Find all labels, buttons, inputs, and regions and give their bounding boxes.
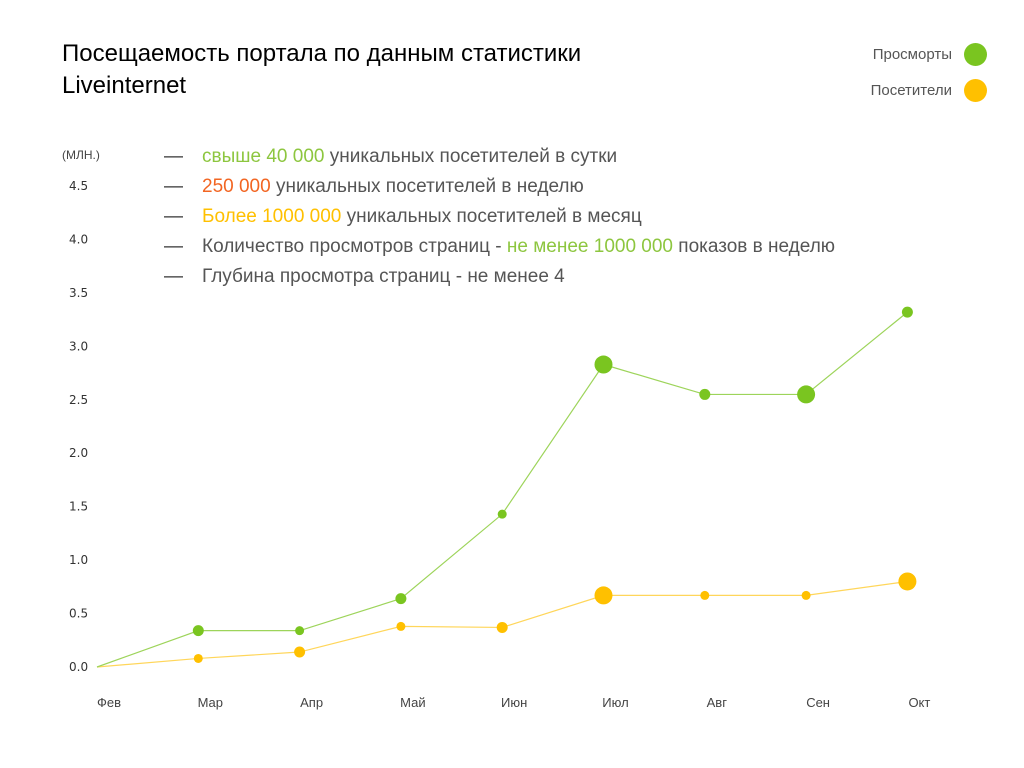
bullet-dash: — [164, 176, 183, 197]
y-tick-label: 2.5 [69, 393, 88, 407]
page-title: Посещаемость портала по данным статистик… [62, 40, 582, 99]
y-tick-label: 0.0 [69, 660, 88, 674]
data-point-1 [700, 590, 710, 600]
series-line-0 [96, 311, 908, 668]
bullet-text: уникальных посетителей в сутки [324, 146, 618, 167]
data-point-1 [396, 621, 406, 631]
chart-legend: Просморты Посетители [860, 43, 1010, 116]
legend-label-views: Просморты [872, 46, 952, 63]
y-axis-unit-label: (МЛН.) [62, 148, 100, 162]
data-point-1 [294, 646, 306, 658]
data-point-1 [193, 653, 203, 663]
legend-dot-visitors [964, 79, 987, 102]
data-point-1 [801, 590, 811, 600]
legend-item-visitors: Посетители [860, 79, 1010, 102]
data-point-0 [699, 388, 711, 400]
stats-bullet-item: — Глубина просмотра страниц - не менее 4 [164, 264, 854, 290]
legend-label-visitors: Посетители [870, 82, 952, 99]
data-point-1 [898, 572, 917, 591]
x-tick-label: Июн [501, 695, 527, 710]
bullet-dash: — [164, 236, 183, 257]
bullet-text: Более 1000 000 [202, 206, 342, 227]
y-tick-label: 3.5 [69, 286, 88, 300]
data-point-1 [594, 586, 613, 605]
stats-bullet-item: — Количество просмотров страниц - не мене… [164, 234, 854, 260]
bullet-text: Глубина просмотра страниц - не менее 4 [202, 266, 565, 287]
bullet-text: свыше 40 000 [202, 146, 325, 167]
y-tick-label: 2.0 [69, 446, 88, 460]
data-point-0 [797, 385, 816, 404]
data-point-0 [901, 306, 913, 318]
x-tick-label: Авг [707, 695, 728, 710]
y-tick-label: 4.0 [69, 232, 88, 246]
y-tick-label: 3.0 [69, 339, 88, 353]
legend-dot-views [964, 43, 987, 66]
x-tick-label: Фев [97, 695, 121, 710]
legend-item-views: Просморты [860, 43, 1010, 66]
x-tick-label: Сен [806, 695, 830, 710]
x-tick-label: Апр [300, 695, 323, 710]
bullet-dash: — [164, 206, 183, 227]
y-tick-label: 1.0 [69, 553, 88, 567]
y-tick-label: 1.5 [69, 500, 88, 514]
x-tick-label: Июл [602, 695, 628, 710]
data-point-0 [395, 593, 407, 605]
x-tick-label: Мар [198, 695, 223, 710]
y-tick-label: 4.5 [69, 179, 88, 193]
stats-bullet-item: — свыше 40 000 уникальных посетителей в с… [164, 144, 854, 170]
y-tick-label: 0.5 [69, 607, 88, 621]
bullet-dash: — [164, 146, 183, 167]
bullet-text: уникальных посетителей в неделю [270, 176, 584, 197]
bullet-text: Количество просмотров страниц - [202, 236, 507, 257]
x-tick-label: Окт [908, 695, 930, 710]
bullet-text: показов в неделю [673, 236, 836, 257]
bullet-text: 250 000 [202, 176, 271, 197]
bullet-text: не менее 1000 000 [506, 236, 673, 257]
bullet-dash: — [164, 266, 183, 287]
stats-bullet-list: — свыше 40 000 уникальных посетителей в с… [164, 144, 854, 294]
data-point-0 [594, 355, 613, 374]
data-point-0 [192, 625, 204, 637]
x-tick-label: Май [400, 695, 425, 710]
data-point-0 [295, 626, 305, 636]
bullet-text: уникальных посетителей в месяц [341, 206, 642, 227]
stats-bullet-item: — 250 000 уникальных посетителей в неделю [164, 174, 854, 200]
data-point-1 [496, 621, 508, 633]
data-point-0 [497, 509, 507, 519]
stats-bullet-item: — Более 1000 000 уникальных посетителей в… [164, 204, 854, 230]
